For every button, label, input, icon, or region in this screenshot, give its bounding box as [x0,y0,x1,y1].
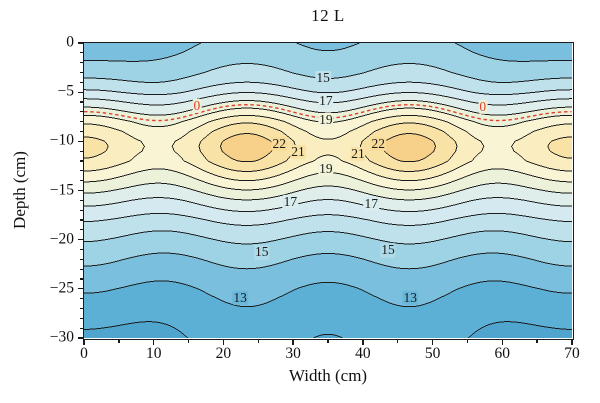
y-tick-label: −5 [57,82,75,100]
y-major-tick [77,337,83,339]
y-minor-tick [79,258,83,260]
y-minor-tick [79,62,83,64]
contour-label: 22 [370,136,386,152]
x-major-tick [83,339,85,345]
x-minor-tick [466,339,469,343]
y-minor-tick [79,130,83,133]
y-major-tick [77,140,83,142]
y-minor-tick [79,248,83,251]
y-minor-tick [79,101,83,103]
y-minor-tick [79,180,83,182]
x-tick-label: 10 [145,345,162,362]
x-minor-tick [187,339,190,343]
contour-label: 15 [315,70,331,86]
y-minor-tick [79,81,83,83]
contour-plot-canvas [84,43,572,338]
contour-label: 21 [350,146,366,162]
contour-label: 19 [318,111,334,127]
x-tick-label: 50 [424,345,441,362]
y-minor-tick [79,160,83,162]
y-tick-label: −10 [49,131,74,149]
x-tick-label: 30 [285,345,301,362]
x-tick-label: 0 [80,345,88,362]
x-major-tick [501,339,503,345]
y-minor-tick [79,219,83,221]
x-major-tick [222,339,225,345]
y-major-tick [77,91,83,93]
y-minor-tick [79,209,83,211]
y-minor-tick [79,71,83,74]
y-major-tick [77,239,83,241]
x-minor-tick [118,339,120,343]
contour-label: 17 [363,196,379,212]
x-tick-label: 20 [215,345,232,362]
contour-label: 17 [282,194,299,210]
contour-label: 15 [380,242,396,258]
contour-label: 13 [232,289,248,305]
contour-label: 19 [318,160,334,176]
x-tick-label: 70 [564,345,580,362]
y-minor-tick [79,52,83,54]
y-major-tick [77,189,83,192]
y-minor-tick [79,150,83,152]
x-major-tick [571,339,573,345]
x-tick-label: 60 [494,345,511,362]
y-minor-tick [79,170,83,172]
y-minor-tick [79,278,83,280]
y-minor-tick [79,268,83,270]
chart-title: 12 L [311,6,345,25]
y-minor-tick [79,298,83,300]
x-minor-tick [536,339,538,343]
x-axis-title: Width (cm) [288,366,368,385]
x-minor-tick [327,339,329,343]
contour-label: 21 [290,144,306,160]
plot-area: 15 17 19 22 21 21 22 19 17 17 15 15 13 13 0 0 0 10 20 30 40 5… [50,34,580,362]
y-tick-label: −30 [49,328,74,346]
y-major-tick [77,288,83,290]
contour-label: 17 [318,92,334,109]
y-tick-label: −20 [49,230,74,248]
x-tick-label: 40 [355,345,371,362]
y-minor-tick [79,121,83,123]
x-minor-tick [397,339,399,343]
y-minor-tick [79,317,83,319]
y-minor-tick [79,307,83,310]
x-major-tick [292,339,294,345]
y-axis-title: Depth (cm) [10,151,29,229]
y-minor-tick [79,327,83,329]
x-major-tick [431,339,434,345]
contour-label: 22 [271,136,287,152]
contour-label: 13 [402,289,418,305]
y-tick-label: −15 [49,181,74,199]
contour-label: 15 [254,244,270,260]
y-minor-tick [79,229,83,231]
y-minor-tick [79,111,83,113]
y-tick-label: −25 [49,279,74,297]
x-minor-tick [257,339,259,343]
y-major-tick [77,42,83,44]
zero-isoline-label: 0 [478,98,488,114]
x-major-tick [153,339,155,345]
zero-isoline-label: 0 [192,97,202,114]
x-major-tick [362,339,364,345]
y-minor-tick [79,199,83,201]
y-tick-label: 0 [66,33,74,51]
